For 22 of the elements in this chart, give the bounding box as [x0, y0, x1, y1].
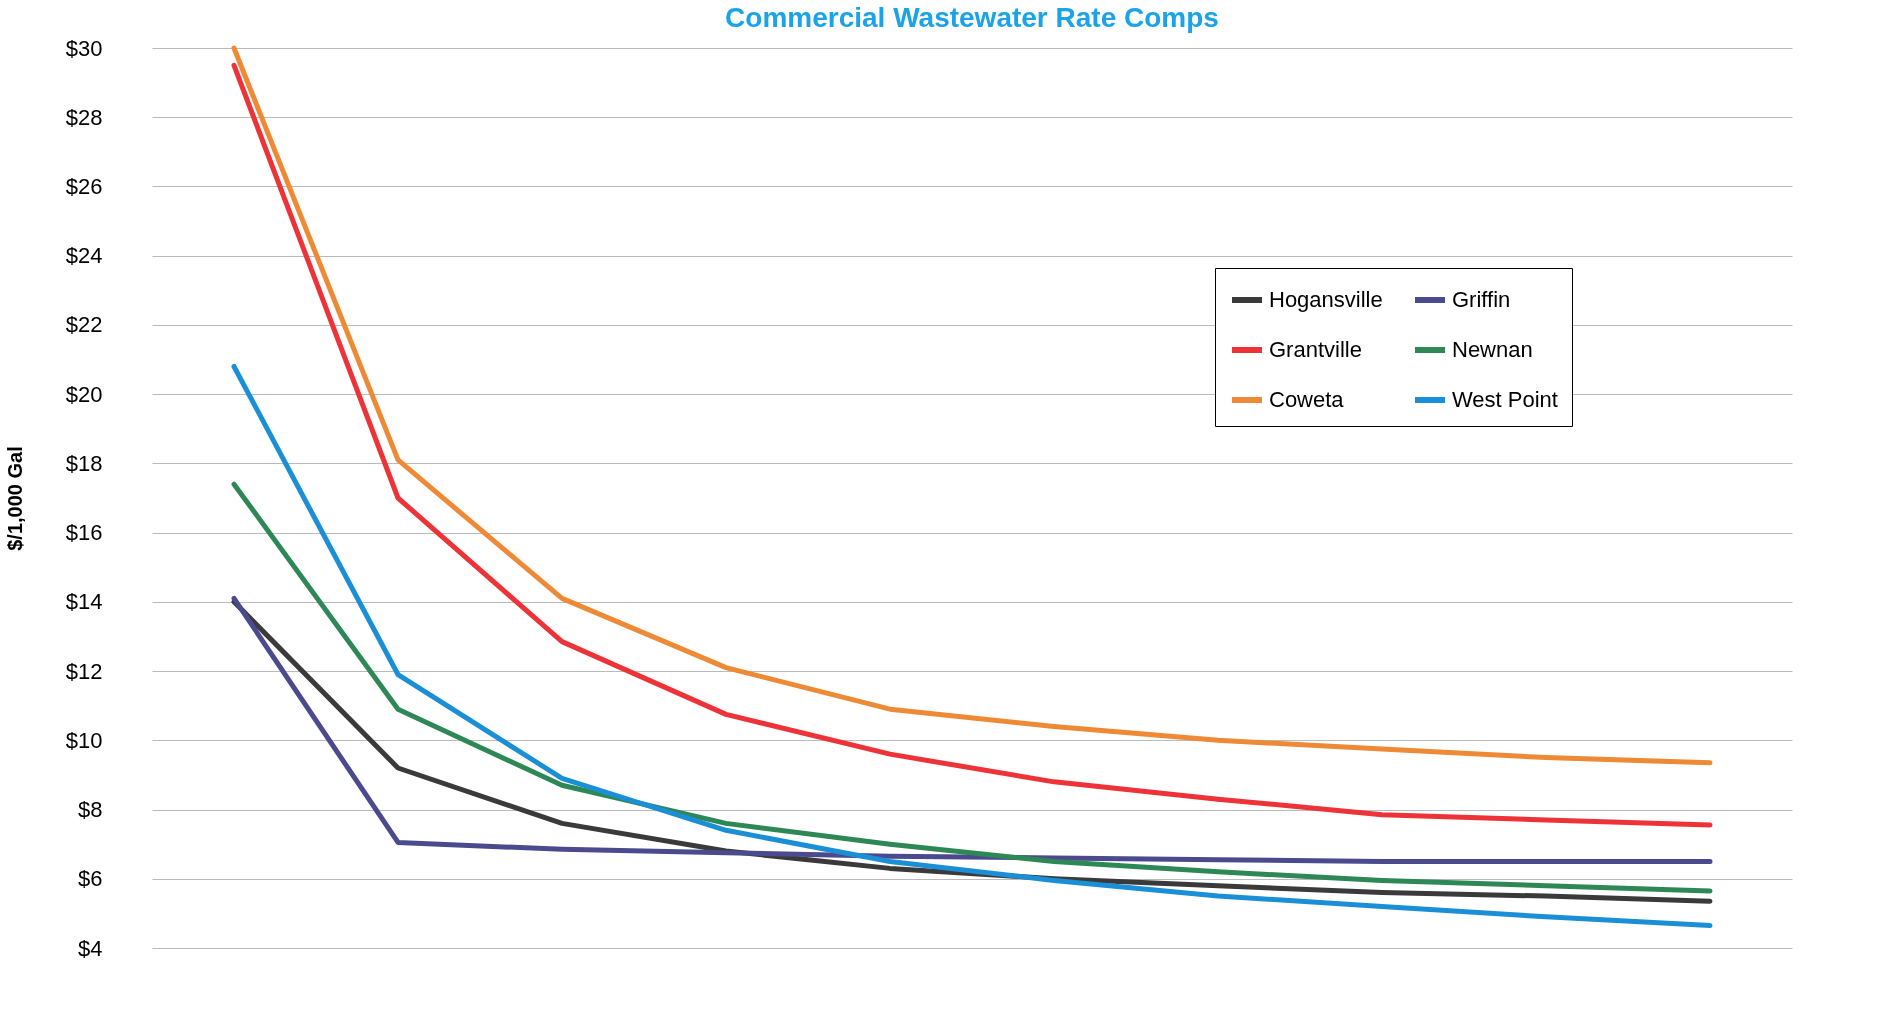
y-tick-label: $4 — [78, 935, 103, 961]
y-tick-label: $20 — [65, 381, 103, 407]
y-axis-title: $/1,000 Gal — [3, 446, 26, 551]
y-tick-label: $26 — [65, 173, 103, 199]
y-tick-label: $18 — [65, 450, 103, 476]
y-tick-label: $30 — [65, 35, 103, 61]
y-tick-label: $22 — [65, 312, 103, 338]
y-tick-label: $8 — [78, 797, 103, 823]
legend-label: Griffin — [1452, 287, 1511, 312]
y-tick-label: $16 — [65, 520, 103, 546]
legend-label: Newnan — [1452, 337, 1533, 362]
y-tick-label: $6 — [78, 866, 103, 892]
y-tick-label: $24 — [65, 243, 103, 269]
y-tick-label: $10 — [65, 727, 103, 753]
legend-label: Grantville — [1269, 337, 1362, 362]
y-tick-label: $12 — [65, 658, 103, 684]
y-tick-label: $28 — [65, 104, 103, 130]
legend-label: Coweta — [1269, 387, 1345, 412]
y-tick-label: $14 — [65, 589, 103, 615]
legend-label: West Point — [1452, 387, 1558, 412]
chart-title: Commercial Wastewater Rate Comps — [725, 2, 1219, 33]
legend-label: Hogansville — [1269, 287, 1383, 312]
